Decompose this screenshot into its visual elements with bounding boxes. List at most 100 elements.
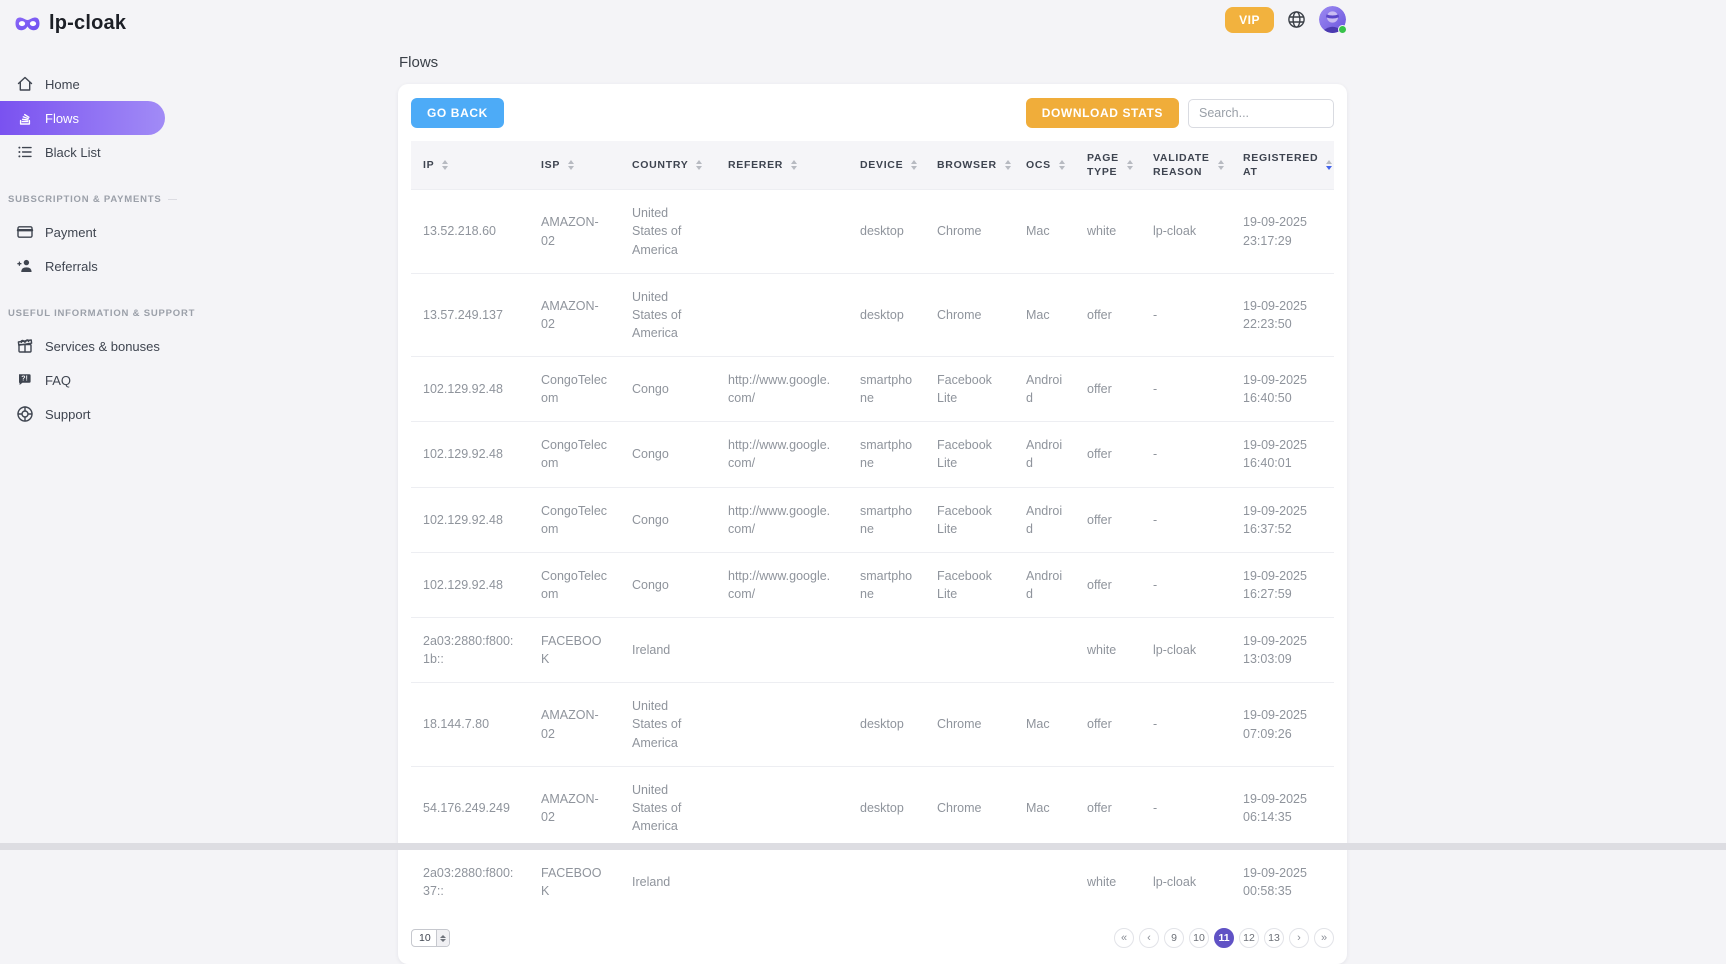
sidebar-item-services-bonuses[interactable]: Services & bonuses [0,329,165,363]
sort-icon[interactable] [568,160,575,171]
go-back-button[interactable]: GO BACK [411,98,504,128]
cell-ocs: Mac [1014,765,1075,850]
brand-name: lp-cloak [49,12,127,34]
cell-registered_at: 19-09-2025 07:09:26 [1231,682,1334,767]
column-header-page_type[interactable]: PAGE TYPE [1075,141,1141,190]
cell-ocs: Android [1014,421,1075,488]
last-page-button[interactable]: » [1314,928,1334,949]
sort-icon[interactable] [1126,160,1133,171]
column-header-device[interactable]: DEVICE [848,141,925,190]
column-header-ip[interactable]: IP [411,141,529,190]
table-row: 13.57.249.137 AMAZON-02 United States of A… [411,272,1334,357]
table-row: 2a03:2880:f800:37:: FACEBOOK Ireland white l… [411,849,1334,915]
sort-icon[interactable] [696,160,703,171]
card-toolbar: GO BACK DOWNLOAD STATS [411,98,1334,128]
column-label: IP [423,159,435,172]
prev-page-button[interactable]: ‹ [1139,928,1159,949]
sort-icon[interactable] [1326,160,1333,171]
user-avatar[interactable] [1319,6,1347,34]
sidebar-item-support[interactable]: Support [0,397,165,431]
sidebar-item-referrals[interactable]: Referrals [0,249,165,283]
window-bottom-edge [0,843,1726,850]
page-button-10[interactable]: 10 [1189,928,1209,949]
main-area: VIP [165,0,1726,964]
sort-icon[interactable] [791,160,798,171]
sidebar-item-faq[interactable]: ?! FAQ [0,363,165,397]
cell-ip: 54.176.249.249 [411,765,529,850]
cell-registered_at: 19-09-2025 06:14:35 [1231,765,1334,850]
column-header-browser[interactable]: BROWSER [925,141,1014,190]
column-header-registered_at[interactable]: REGISTERED AT [1231,141,1334,190]
cell-validate_reason: lp-cloak [1141,189,1231,274]
sidebar-item-label: Black List [45,144,101,160]
brand-logo[interactable]: lp-cloak [0,8,165,39]
cell-registered_at: 19-09-2025 16:27:59 [1231,551,1334,618]
sidebar-section-label: SUBSCRIPTION & PAYMENTS [8,194,165,205]
page-button-11[interactable]: 11 [1214,928,1234,949]
search-input[interactable] [1188,98,1334,128]
cell-referer [716,765,848,850]
page-size-select[interactable]: 10 [411,929,450,948]
cell-isp: FACEBOOK [529,849,620,915]
sort-icon[interactable] [1217,160,1224,171]
column-label: OCS [1026,159,1051,172]
cell-referer [716,617,848,683]
cell-browser: Chrome [925,272,1014,357]
page-button-13[interactable]: 13 [1264,928,1284,949]
sidebar-item-home[interactable]: Home [0,67,165,101]
sort-icon[interactable] [911,160,918,171]
page-button-9[interactable]: 9 [1164,928,1184,949]
next-page-button[interactable]: › [1289,928,1309,949]
vip-button[interactable]: VIP [1225,6,1274,33]
sidebar-item-label: Flows [45,110,79,126]
online-status-dot [1338,25,1347,34]
cell-browser: Facebook Lite [925,551,1014,618]
sort-icon[interactable] [442,160,449,171]
cell-browser: Facebook Lite [925,421,1014,488]
cell-page_type: offer [1075,356,1141,422]
support-icon [16,405,34,423]
column-header-referer[interactable]: REFERER [716,141,848,190]
cell-isp: CongoTelecom [529,421,620,488]
cell-validate_reason: - [1141,356,1231,422]
cell-isp: AMAZON-02 [529,272,620,357]
cell-country: United States of America [620,272,716,357]
column-header-validate_reason[interactable]: VALIDATE REASON [1141,141,1231,190]
cell-registered_at: 19-09-2025 13:03:09 [1231,617,1334,683]
black-list-icon [16,143,34,161]
cell-referer [716,189,848,274]
page-button-12[interactable]: 12 [1239,928,1259,949]
cell-device: desktop [848,682,925,767]
column-header-isp[interactable]: ISP [529,141,620,190]
cell-ocs: Mac [1014,189,1075,274]
download-stats-button[interactable]: DOWNLOAD STATS [1025,98,1179,128]
globe-icon[interactable] [1287,10,1306,29]
column-header-ocs[interactable]: OCS [1014,141,1075,190]
table-row: 13.52.218.60 AMAZON-02 United States of Am… [411,189,1334,274]
sidebar-item-payment[interactable]: Payment [0,215,165,249]
first-page-button[interactable]: « [1114,928,1134,949]
sort-icon[interactable] [1004,160,1011,171]
cell-isp: FACEBOOK [529,617,620,683]
cell-ocs [1014,617,1075,683]
cell-validate_reason: lp-cloak [1141,617,1231,683]
sidebar-item-label: FAQ [45,372,72,388]
column-label: BROWSER [937,159,997,172]
sidebar-item-flows[interactable]: Flows [0,101,165,135]
flows-card: GO BACK DOWNLOAD STATS IP ISP COUNTRY REFER… [398,84,1347,964]
cell-ip: 102.129.92.48 [411,486,529,553]
page-size-value: 10 [419,932,431,945]
sidebar-item-label: Services & bonuses [45,338,160,354]
table-row: 54.176.249.249 AMAZON-02 United States of … [411,765,1334,850]
sidebar-item-label: Referrals [45,258,98,274]
sidebar-item-black-list[interactable]: Black List [0,135,165,169]
column-header-country[interactable]: COUNTRY [620,141,716,190]
sort-icon[interactable] [1058,160,1065,171]
column-label: REGISTERED AT [1243,152,1319,179]
cell-device: smartphone [848,486,925,553]
column-label: VALIDATE REASON [1153,152,1210,179]
cell-page_type: offer [1075,682,1141,767]
cell-isp: CongoTelecom [529,356,620,422]
cell-ocs: Android [1014,551,1075,618]
cell-ip: 13.57.249.137 [411,272,529,357]
